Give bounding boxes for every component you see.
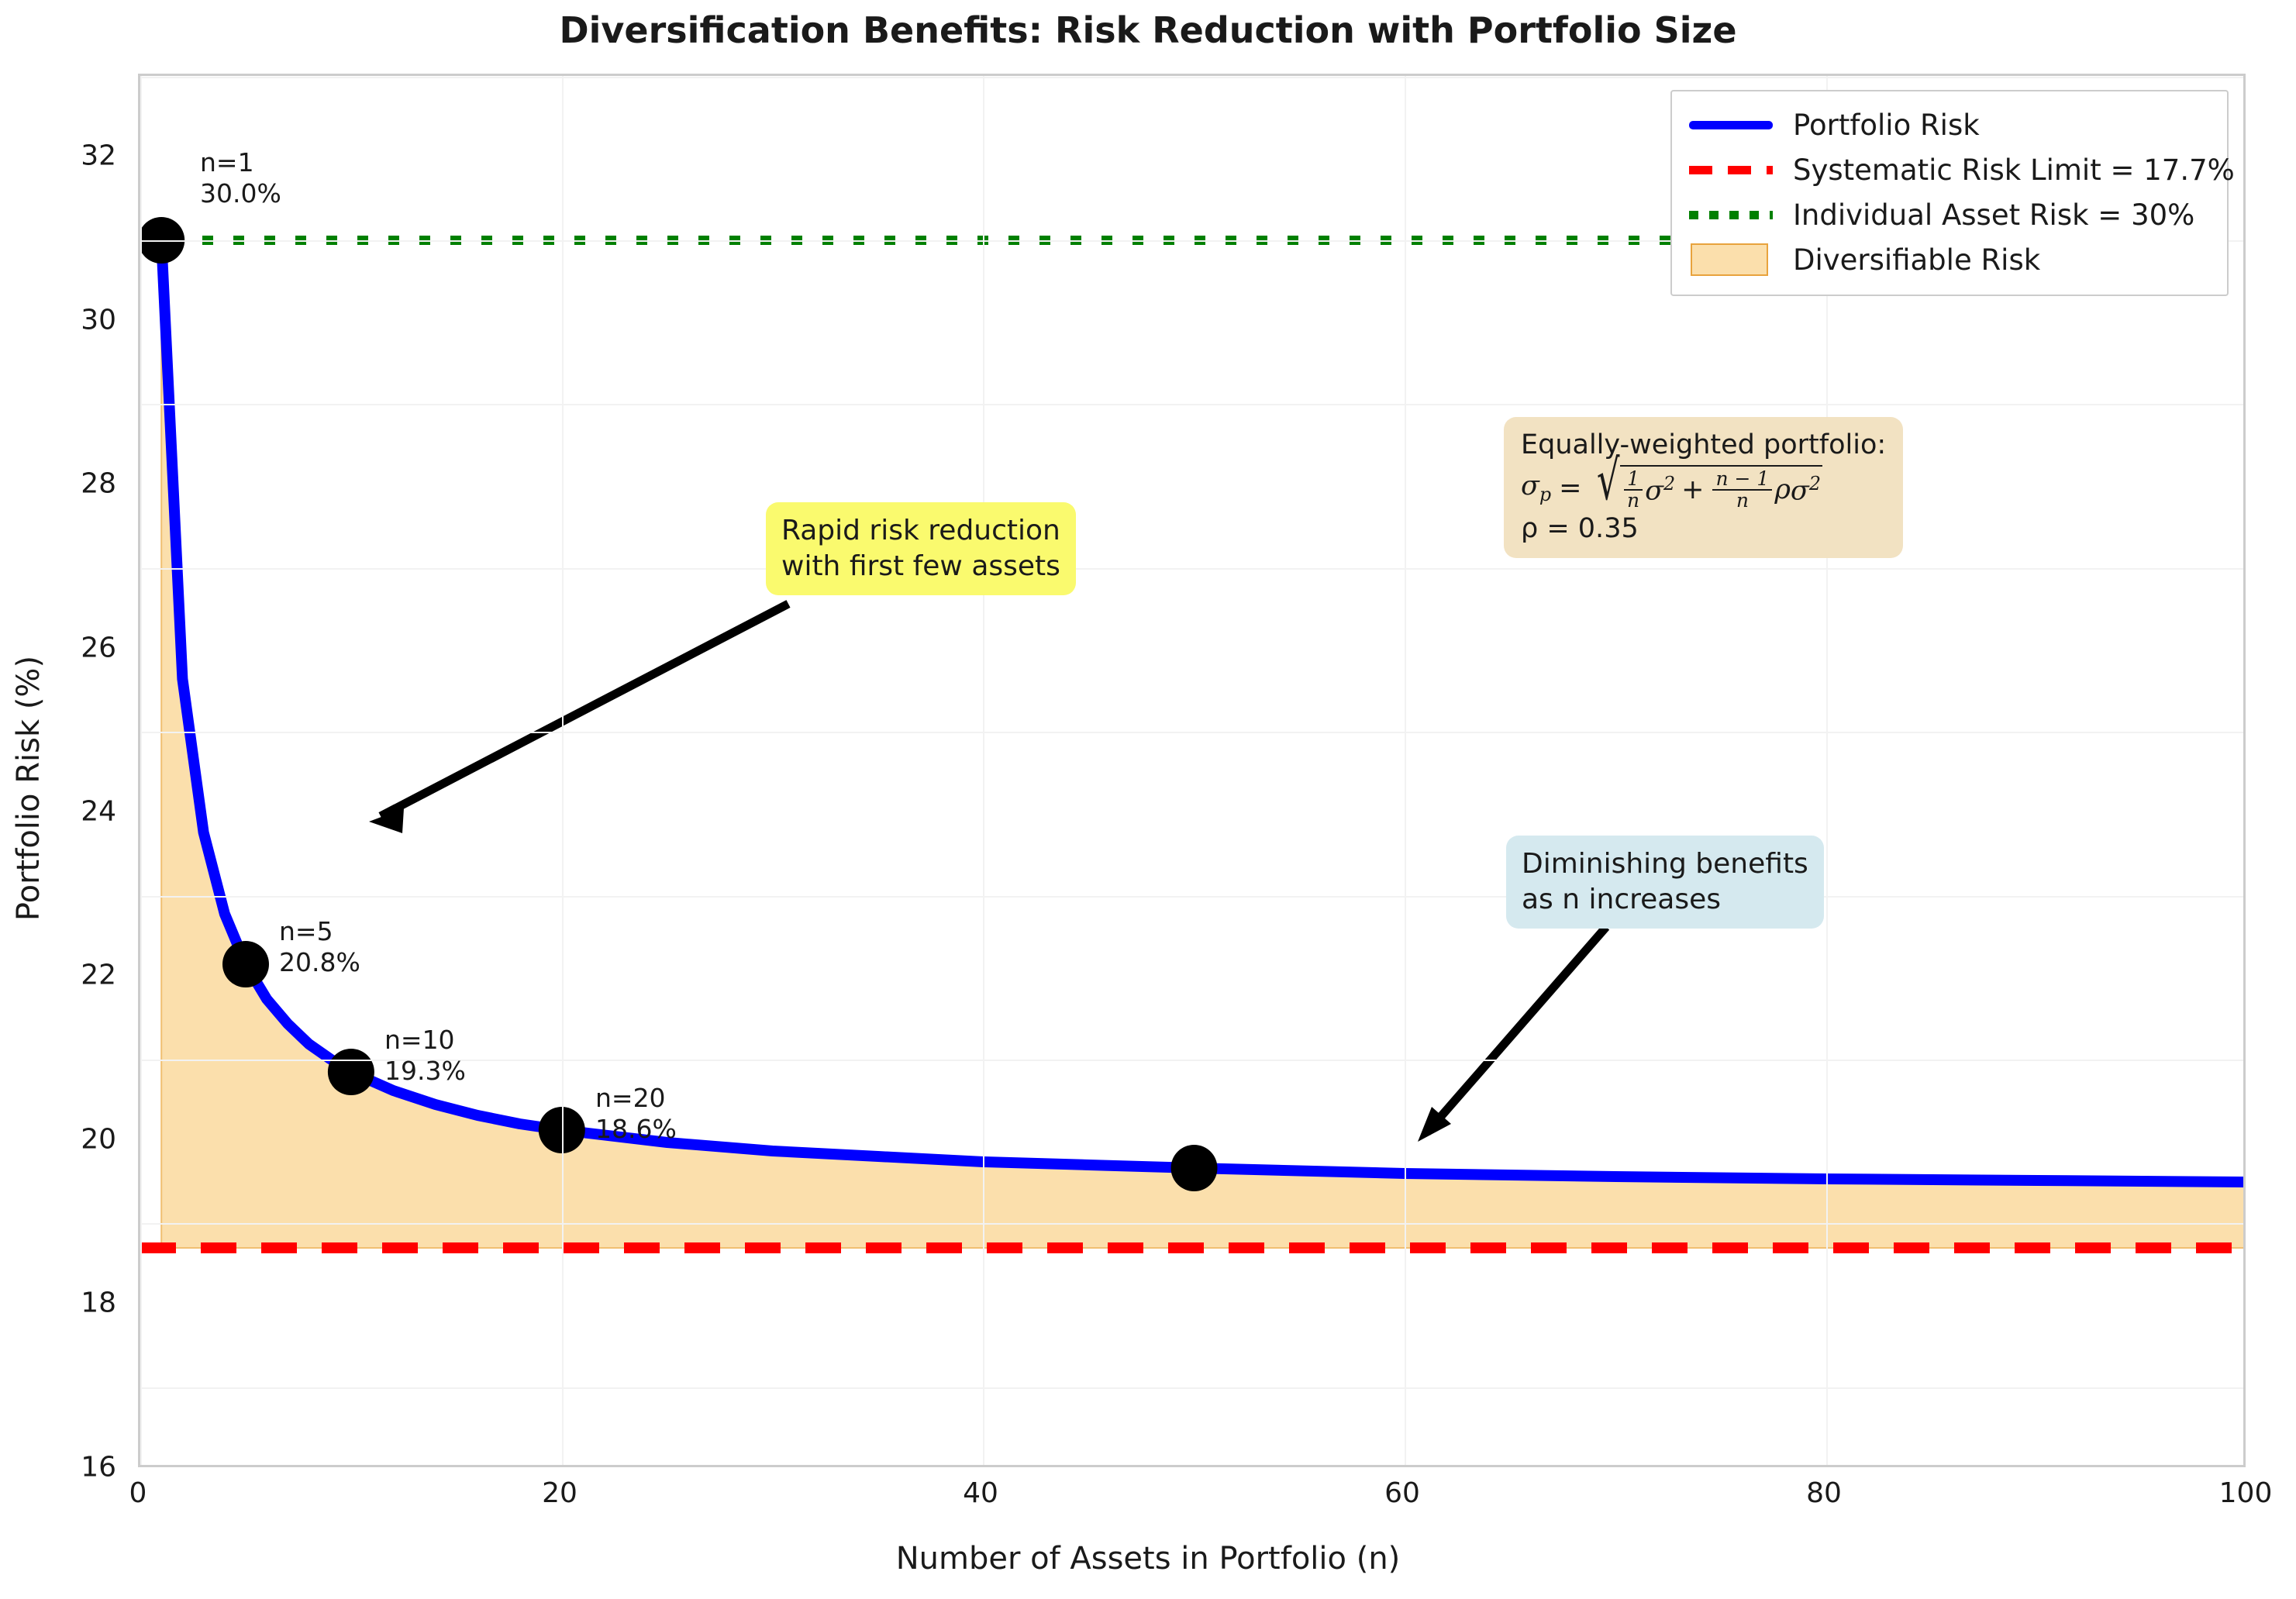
- x-tick-40: 40: [963, 1477, 998, 1509]
- legend-swatch-solid-line: [1686, 113, 1776, 136]
- y-tick-20: 20: [81, 1123, 116, 1156]
- y-tick-30: 30: [81, 304, 116, 336]
- gridline-y-22: [140, 896, 2243, 898]
- gridline-y-24: [140, 732, 2243, 733]
- formula-rho: ρ: [1774, 474, 1791, 506]
- x-tick-60: 60: [1384, 1477, 1420, 1509]
- marker-n5: [222, 941, 269, 987]
- formula-plus: +: [1681, 474, 1705, 506]
- formula-heading: Equally-weighted portfolio:: [1521, 429, 1887, 460]
- formula-sigma-squared-1: σ2: [1645, 473, 1676, 508]
- formula-fraction-1: 1 n: [1624, 468, 1643, 512]
- gridline-y-18: [140, 1223, 2243, 1225]
- x-tick-0: 0: [129, 1477, 147, 1509]
- marker-n10: [327, 1049, 374, 1095]
- formula-sigma-p: σp: [1521, 470, 1552, 506]
- plot-area: [138, 74, 2246, 1467]
- chart-legend: Portfolio Risk Systematic Risk Limit = 1…: [1670, 90, 2235, 296]
- y-tick-24: 24: [81, 795, 116, 828]
- formula-sigma-squared-2: σ2: [1790, 473, 1821, 508]
- page-title: Diversification Benefits: Risk Reduction…: [559, 9, 1737, 51]
- gridline-x-80: [1826, 76, 1828, 1465]
- formula-fraction-2: n − 1 n: [1712, 468, 1773, 512]
- radical-sign: √: [1597, 447, 1620, 513]
- x-axis-label: Number of Assets in Portfolio (n): [895, 1541, 1401, 1577]
- gridline-y-20: [140, 1060, 2243, 1061]
- gridline-y-30: [140, 240, 2243, 242]
- x-tick-100: 100: [2218, 1477, 2273, 1509]
- y-tick-16: 16: [81, 1451, 116, 1484]
- x-tick-20: 20: [542, 1477, 577, 1509]
- annotation-arrow-rapid: [369, 600, 791, 833]
- legend-label-diversifiable-risk: Diversifiable Risk: [1793, 243, 2041, 277]
- point-label-n20: n=20 18.6%: [595, 1083, 677, 1145]
- y-axis-label: Portfolio Risk (%): [11, 655, 47, 922]
- legend-label-portfolio-risk: Portfolio Risk: [1793, 108, 1980, 142]
- plot-inner: [140, 76, 2243, 1465]
- annotation-arrow-diminishing: [1418, 924, 1610, 1142]
- legend-label-systematic-risk-limit: Systematic Risk Limit = 17.7%: [1793, 153, 2235, 187]
- gridline-x-60: [1405, 76, 1406, 1465]
- y-tick-32: 32: [81, 140, 116, 172]
- formula-sqrt: √ 1 n σ2 + n − 1 n ρ σ2: [1589, 453, 1822, 512]
- x-tick-80: 80: [1806, 1477, 1842, 1509]
- y-tick-18: 18: [81, 1287, 116, 1319]
- legend-item-portfolio-risk[interactable]: Portfolio Risk: [1686, 102, 2213, 147]
- formula-radicand: 1 n σ2 + n − 1 n ρ σ2: [1619, 465, 1822, 512]
- gridline-x-40: [983, 76, 984, 1465]
- diversifiable-risk-area: [160, 240, 2243, 1249]
- legend-swatch-dotted-line: [1686, 203, 1776, 226]
- marker-n50: [1170, 1145, 1218, 1191]
- portfolio-risk-curve: [156, 235, 2243, 1187]
- formula-rho-value: ρ = 0.35: [1521, 512, 1639, 544]
- point-label-n5: n=5 20.8%: [279, 916, 360, 978]
- point-label-n1: n=1 30.0%: [200, 147, 281, 209]
- formula-equals: =: [1559, 472, 1582, 504]
- formula-annotation: Equally-weighted portfolio: σp = √ 1 n σ…: [1504, 417, 1904, 558]
- gridline-x-20: [562, 76, 564, 1465]
- y-tick-28: 28: [81, 467, 116, 500]
- annotation-rapid-risk-reduction: Rapid risk reduction with first few asse…: [766, 502, 1076, 596]
- y-tick-26: 26: [81, 632, 116, 664]
- legend-item-systematic-risk-limit[interactable]: Systematic Risk Limit = 17.7%: [1686, 147, 2235, 192]
- gridline-x-0: [140, 76, 142, 1465]
- y-tick-22: 22: [81, 959, 116, 991]
- annotation-diminishing-benefits: Diminishing benefits as n increases: [1506, 836, 1824, 929]
- point-label-n10: n=10 19.3%: [384, 1025, 466, 1087]
- legend-item-diversifiable-risk[interactable]: Diversifiable Risk: [1686, 237, 2213, 282]
- legend-label-individual-asset-risk: Individual Asset Risk = 30%: [1793, 198, 2195, 232]
- gridline-y-26: [140, 568, 2243, 570]
- gridline-y-16: [140, 1387, 2243, 1389]
- gridline-y-28: [140, 404, 2243, 405]
- legend-swatch-area-patch: [1686, 243, 1776, 276]
- legend-swatch-dashed-line: [1686, 158, 1776, 181]
- formula-equation: σp = √ 1 n σ2 + n − 1 n ρ σ2: [1521, 453, 1886, 512]
- legend-item-individual-asset-risk[interactable]: Individual Asset Risk = 30%: [1686, 192, 2213, 237]
- gridline-y-32: [140, 77, 2243, 78]
- marker-n20: [538, 1107, 585, 1153]
